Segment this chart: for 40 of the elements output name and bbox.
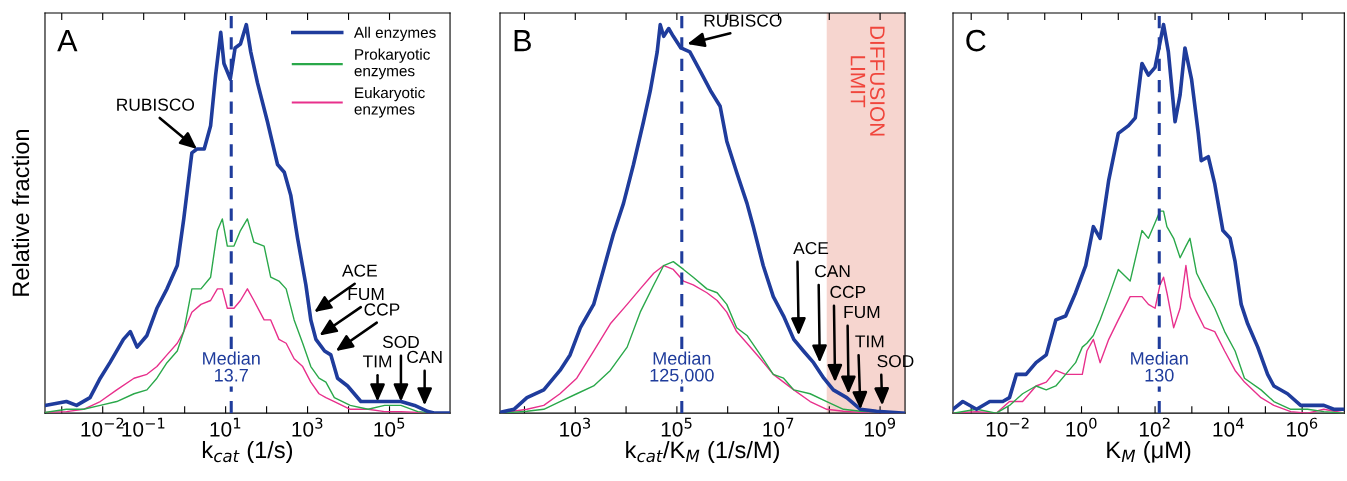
annotation: ACE <box>793 241 829 255</box>
x-tick-label: 10$^{5}$ <box>374 417 405 437</box>
annotation: CCP <box>364 303 400 316</box>
ref-line-label: Median 13.7 <box>203 351 260 382</box>
annotation: ACE <box>342 264 377 277</box>
annotation: CAN <box>407 350 442 364</box>
x-tick-label: 10$^{6}$ <box>1287 417 1318 437</box>
annotation: FUM <box>844 305 880 319</box>
annotation: A <box>57 30 78 52</box>
x-tick-label: 10$^{2}$ <box>1139 417 1170 437</box>
x-tick-label: 10$^{7}$ <box>763 417 794 437</box>
x-tick-label: 10$^{3}$ <box>292 417 323 437</box>
x-tick-label: 10$^{−2}$ <box>986 417 1029 437</box>
annotation: SOD <box>382 335 419 349</box>
annotation: TIM <box>362 355 392 368</box>
annotation: C <box>966 29 986 52</box>
x-tick-label: 10$^{3}$ <box>560 417 591 437</box>
y-axis-title: Relative fraction <box>11 129 30 296</box>
annotation: B <box>514 30 531 52</box>
x-axis-title: K$_{M}$ (μM) <box>1107 440 1191 463</box>
band-label: DIFFUSION LIMIT <box>850 26 885 136</box>
legend-label: Prokaryotic enzymes <box>354 48 430 80</box>
x-tick-label: 10$^{−1}$ <box>122 417 165 437</box>
annotation: RUBISCO <box>704 14 782 27</box>
annotation: CAN <box>815 265 850 278</box>
x-tick-label: 10$^{0}$ <box>1066 417 1097 437</box>
legend-label: Eukaryotic enzymes <box>354 86 425 118</box>
x-tick-label: 10$^{9}$ <box>865 417 896 437</box>
x-axis-title: k$_{cat}$/K$_{M}$ (1/s/M) <box>626 440 779 463</box>
x-tick-label: 10$^{1}$ <box>210 417 241 437</box>
legend-label: All enzymes <box>353 26 436 41</box>
annotation: FUM <box>348 287 384 301</box>
annotation: CCP <box>830 285 866 299</box>
annotation: RUBISCO <box>117 98 195 111</box>
ref-line-label: Median 125,000 <box>650 351 714 384</box>
ref-line-label: Median 130 <box>1131 351 1188 382</box>
x-tick-label: 10$^{4}$ <box>1213 417 1244 437</box>
x-tick-label: 10$^{5}$ <box>661 417 692 437</box>
annotation: TIM <box>855 335 884 348</box>
x-axis-title: k$_{cat}$ (1/s) <box>202 440 293 463</box>
